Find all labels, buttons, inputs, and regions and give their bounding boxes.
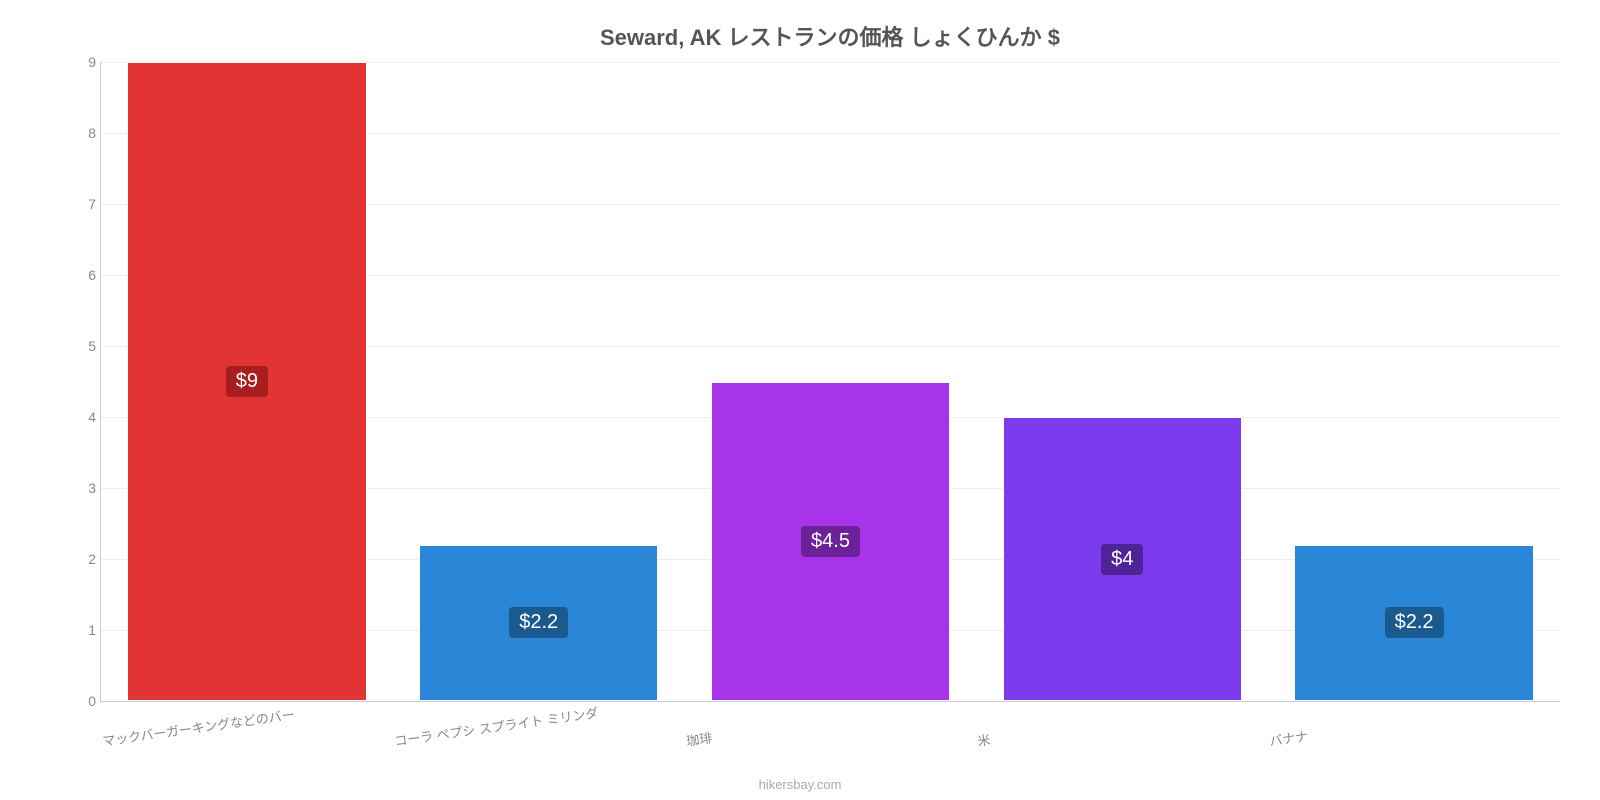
y-tick: 5 [61, 338, 96, 354]
chart-title: Seward, AK レストランの価格 しょくひんか $ [100, 20, 1560, 52]
y-tick: 0 [61, 693, 96, 709]
y-tick: 3 [61, 480, 96, 496]
y-tick: 4 [61, 409, 96, 425]
bar-slot: $9 [101, 62, 393, 701]
y-tick: 2 [61, 551, 96, 567]
bar-slot: $4 [976, 62, 1268, 701]
bar-value-label: $4 [1101, 544, 1143, 575]
x-axis-label: バナナ [1268, 726, 1309, 750]
x-axis-label: マックバーガーキングなどのバー [101, 704, 296, 750]
y-tick: 8 [61, 125, 96, 141]
bar-value-label: $4.5 [801, 526, 860, 557]
y-tick: 1 [61, 622, 96, 638]
bar: $4 [1003, 417, 1242, 701]
bar-value-label: $2.2 [509, 607, 568, 638]
price-bar-chart: Seward, AK レストランの価格 しょくひんか $ 0123456789 … [100, 20, 1560, 740]
bar-value-label: $9 [226, 366, 268, 397]
bar-slot: $2.2 [1268, 62, 1560, 701]
bar: $2.2 [419, 545, 658, 701]
bar-value-label: $2.2 [1385, 607, 1444, 638]
x-axis-label: 米 [976, 729, 992, 750]
bar: $9 [127, 62, 366, 701]
bars-container: $9 $2.2 $4.5 $4 $2.2 [101, 62, 1560, 701]
plot-area: 0123456789 $9$2.2$4.5$4$2.2 マックバーガーキングなど… [100, 62, 1560, 702]
bar-slot: $2.2 [393, 62, 685, 701]
y-tick: 9 [61, 54, 96, 70]
x-axis-label: 珈琲 [685, 727, 713, 749]
y-tick: 6 [61, 267, 96, 283]
bar: $4.5 [711, 382, 950, 702]
y-tick: 7 [61, 196, 96, 212]
x-axis-label: コーラ ペプシ スプライト ミリンダ [393, 702, 599, 749]
attribution-text: hikersbay.com [759, 777, 842, 792]
y-axis: 0123456789 [61, 62, 96, 701]
bar-slot: $4.5 [685, 62, 977, 701]
bar: $2.2 [1294, 545, 1533, 701]
